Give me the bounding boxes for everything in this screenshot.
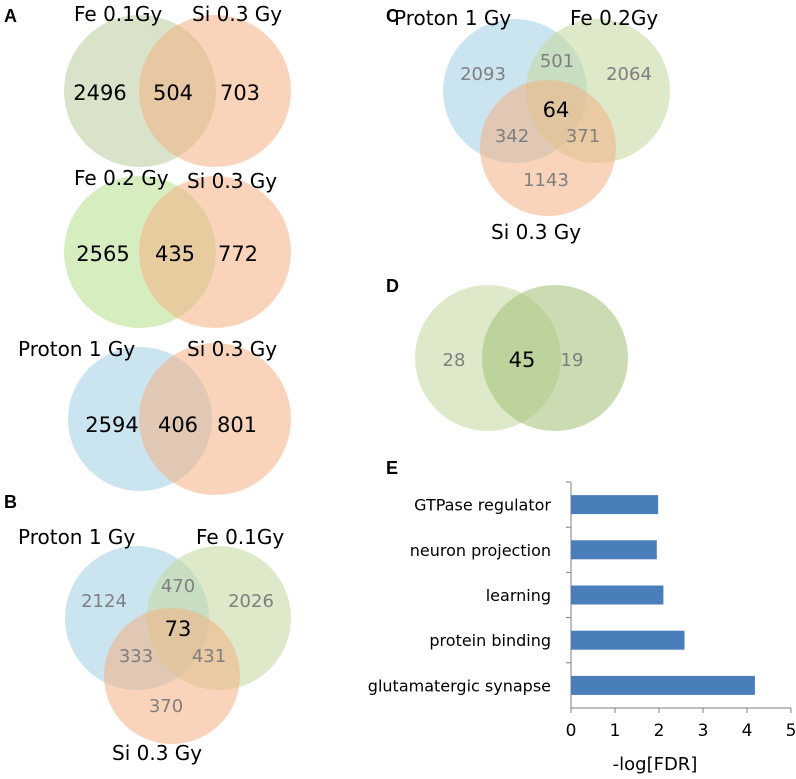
venn-a2-right-circle — [139, 176, 291, 328]
venn-b-top-left-label: Proton 1 Gy — [18, 525, 135, 549]
venn-c-center: 64 — [543, 98, 570, 122]
venn-b-top-right-bottom: 431 — [192, 646, 226, 667]
venn-c-bottom-circle — [480, 80, 616, 216]
venn-a1: Fe 0.1Gy Si 0.3 Gy 2496 504 703 — [64, 2, 291, 167]
venn-c-top-left-bottom: 342 — [495, 126, 529, 147]
venn-a2-only-right: 772 — [218, 242, 258, 266]
x-tick-label: 3 — [698, 721, 709, 741]
venn-a2-left-label: Fe 0.2 Gy — [74, 166, 169, 190]
x-tick-label: 2 — [654, 721, 665, 741]
venn-d-only-left: 28 — [443, 350, 466, 371]
bar — [571, 585, 664, 605]
venn-b-top-left-bottom: 333 — [119, 646, 153, 667]
x-tick-label: 5 — [786, 721, 796, 741]
venn-a2-right-label: Si 0.3 Gy — [187, 169, 277, 193]
panel-letter-d: D — [386, 276, 399, 296]
venn-a1-only-right: 703 — [220, 81, 260, 105]
venn-a3-only-left: 2594 — [85, 413, 138, 437]
venn-a1-right-label: Si 0.3 Gy — [192, 2, 282, 26]
category-label: glutamatergic synapse — [368, 676, 551, 695]
category-label: neuron projection — [410, 541, 551, 560]
panel-letter-b: B — [4, 492, 17, 512]
bar — [571, 675, 755, 695]
venn-a3-only-right: 801 — [217, 413, 257, 437]
venn-c-top-right-label: Fe 0.2Gy — [570, 6, 658, 30]
venn-a2-only-left: 2565 — [76, 242, 129, 266]
venn-b-bottom-circle — [104, 608, 240, 744]
x-axis-title: -log[FDR] — [613, 754, 698, 775]
venn-c-only-top-left: 2093 — [460, 64, 506, 85]
venn-d-only-right: 19 — [561, 350, 584, 371]
venn-a3-overlap: 406 — [158, 413, 198, 437]
x-tick-label: 0 — [566, 721, 577, 741]
venn-a3: Proton 1 Gy Si 0.3 Gy 2594 406 801 — [18, 337, 291, 495]
x-tick-label: 1 — [610, 721, 621, 741]
venn-d-right-circle — [482, 285, 628, 431]
bar — [571, 540, 657, 560]
panel-e: E 0 1 2 3 4 5 GTPase regulator neuron projectio… — [368, 458, 796, 775]
panel-d: D 28 45 19 — [386, 276, 628, 431]
venn-b-only-bottom: 370 — [149, 696, 183, 717]
venn-a1-only-left: 2496 — [73, 81, 126, 105]
panel-letter-a: A — [4, 6, 17, 26]
panel-a: A Fe 0.1Gy Si 0.3 Gy 2496 504 703 Fe 0.2… — [4, 2, 291, 495]
bar — [571, 495, 659, 515]
venn-b-center: 73 — [165, 617, 192, 641]
panel-letter-c: C — [386, 6, 399, 26]
venn-b-top-right-label: Fe 0.1Gy — [196, 525, 284, 549]
venn-c-bottom-label: Si 0.3 Gy — [491, 220, 581, 244]
venn-a1-overlap: 504 — [153, 81, 193, 105]
venn-b-top-left-top-right: 470 — [161, 576, 195, 597]
venn-a2-overlap: 435 — [155, 242, 195, 266]
venn-a3-left-label: Proton 1 Gy — [18, 337, 135, 361]
category-label: learning — [486, 586, 551, 605]
bar — [571, 630, 685, 650]
venn-d-overlap: 45 — [509, 348, 536, 372]
venn-c-top-left-label: Proton 1 Gy — [394, 6, 511, 30]
venn-a3-right-label: Si 0.3 Gy — [187, 337, 277, 361]
venn-a1-right-circle — [139, 15, 291, 167]
venn-b-only-top-right: 2026 — [228, 591, 274, 612]
panel-b: B Proton 1 Gy Fe 0.1Gy Si 0.3 Gy 2124 47… — [4, 492, 291, 765]
venn-b-bottom-label: Si 0.3 Gy — [112, 741, 202, 765]
category-label: GTPase regulator — [414, 496, 551, 515]
panel-c: C Proton 1 Gy Fe 0.2Gy Si 0.3 Gy 2093 50… — [386, 6, 670, 244]
x-tick-label: 4 — [742, 721, 753, 741]
venn-c-only-top-right: 2064 — [606, 64, 652, 85]
bar-chart: 0 1 2 3 4 5 GTPase regulator neuron projection l… — [368, 481, 796, 741]
venn-c-top-right-bottom: 371 — [566, 126, 600, 147]
venn-c-only-bottom: 1143 — [523, 170, 569, 191]
venn-a1-left-label: Fe 0.1Gy — [74, 2, 162, 26]
category-label: protein binding — [429, 631, 551, 650]
venn-b-only-top-left: 2124 — [81, 591, 127, 612]
venn-a3-right-circle — [139, 343, 291, 495]
venn-a2: Fe 0.2 Gy Si 0.3 Gy 2565 435 772 — [64, 166, 291, 328]
panel-letter-e: E — [386, 458, 398, 478]
venn-c-top-left-top-right: 501 — [540, 51, 574, 72]
